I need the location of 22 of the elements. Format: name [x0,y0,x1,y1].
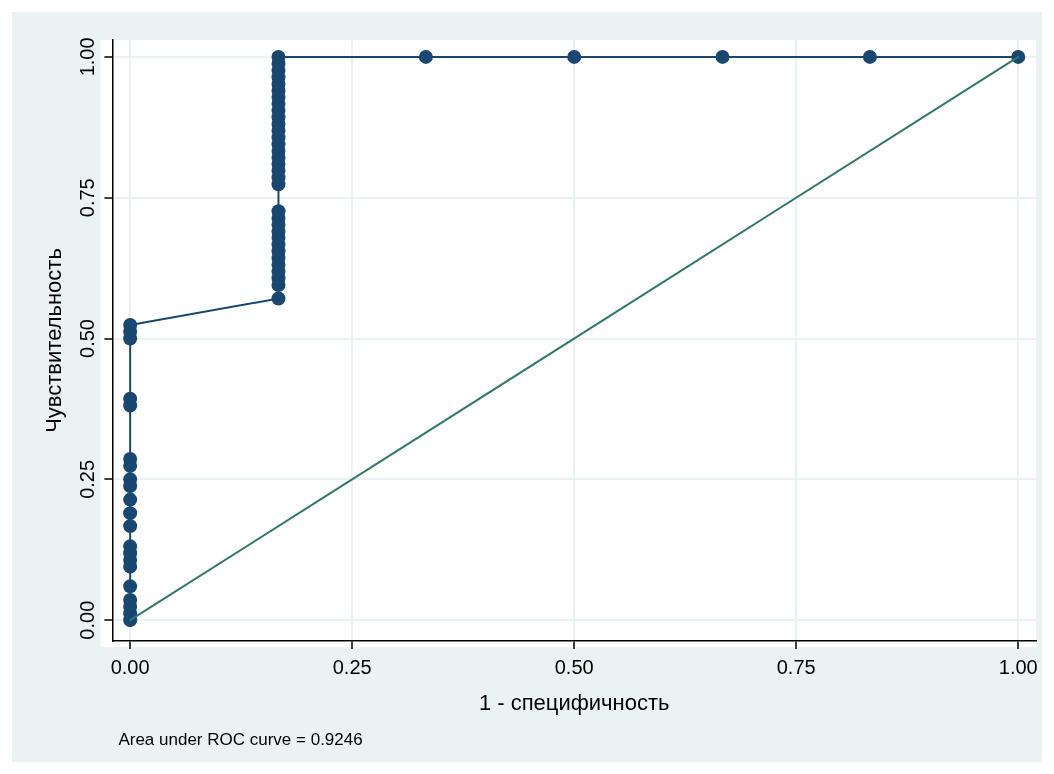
y-tick-label: 0.50 [75,319,98,358]
x-axis-title: 1 - специфичность [478,690,670,716]
text: Area under ROC curve = 0.9246 [118,729,363,749]
y-tick-label: 0.25 [75,459,98,499]
point [715,49,730,64]
point [123,579,138,594]
y-tick-label: 0.00 [75,600,98,640]
y-tick-label: 0.75 [75,178,98,218]
point [418,49,433,64]
point [123,519,138,534]
point [567,49,582,64]
x-tick-label: 0.25 [332,655,372,678]
point [123,506,138,521]
y-axis-title: Чувствительность [41,248,67,433]
y-tick-label: 1.00 [75,37,98,77]
x-tick-label: 0.00 [110,655,150,678]
x-tick-label: 0.50 [554,655,594,678]
point [271,291,286,306]
x-tick-label: 0.75 [776,655,816,678]
point [862,49,877,64]
x-tick-label: 1.00 [998,655,1038,678]
point [123,492,138,507]
